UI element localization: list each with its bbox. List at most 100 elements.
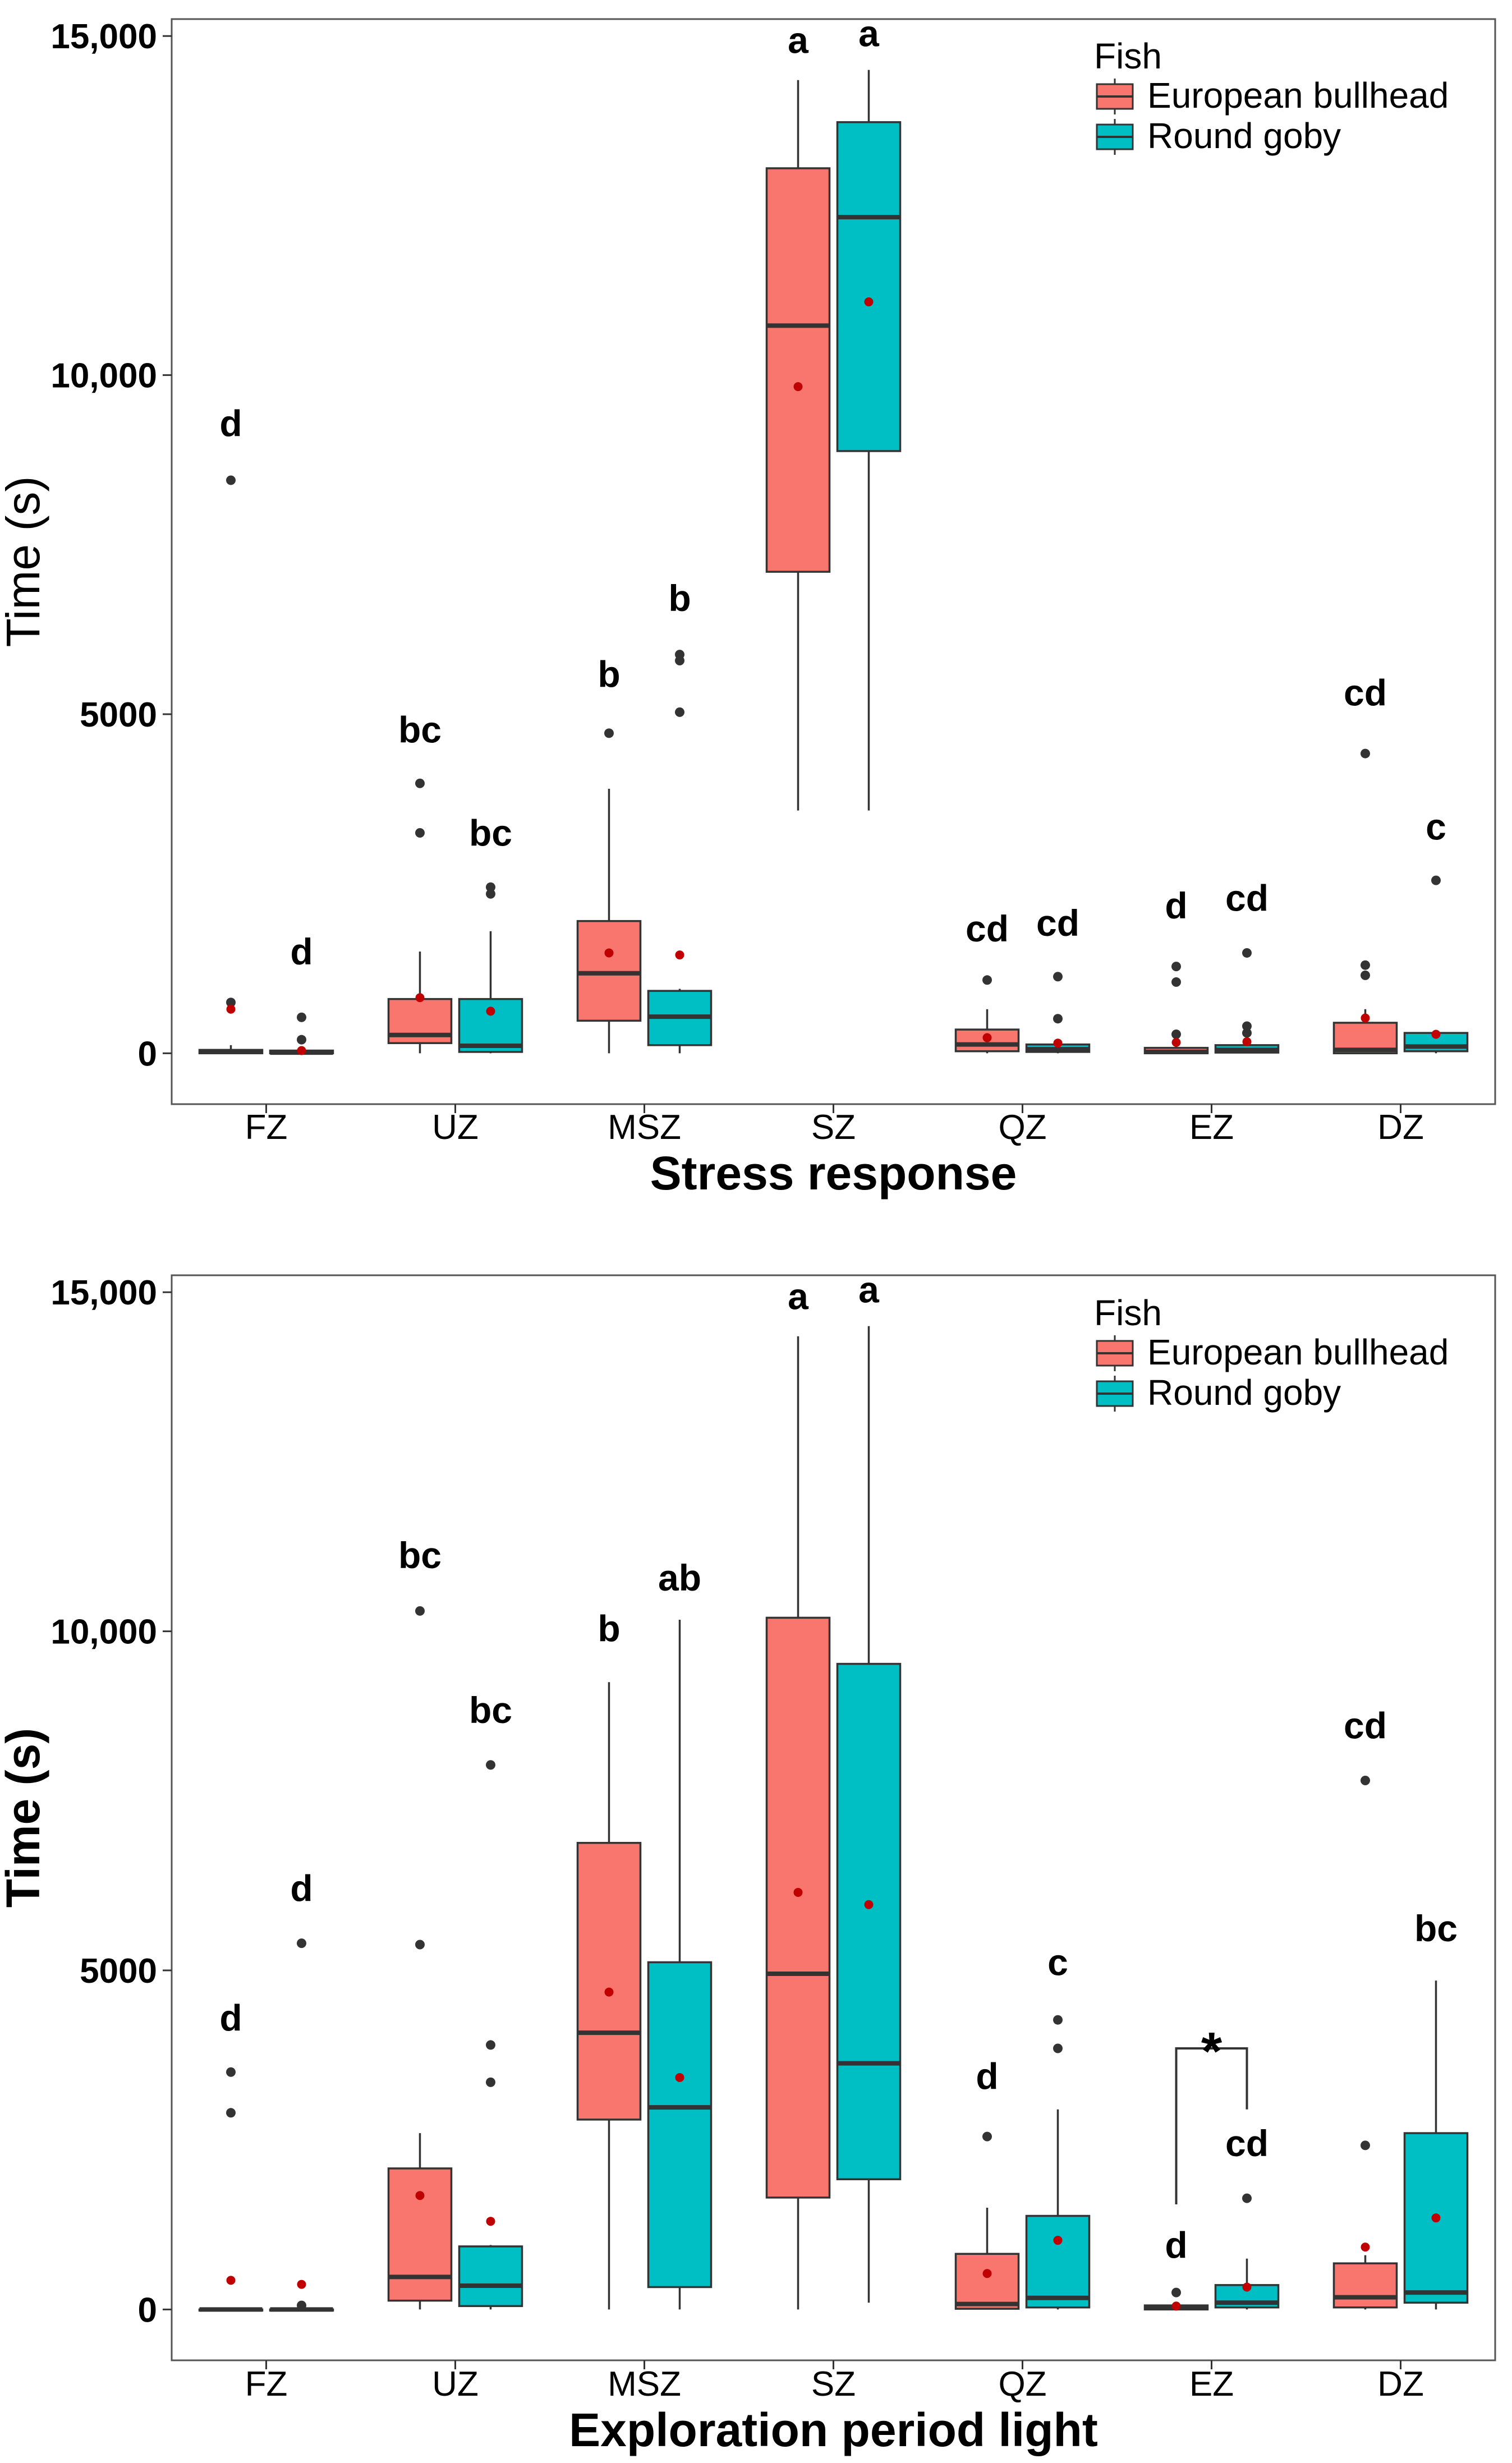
box-bullhead-fz: d: [198, 402, 264, 1055]
panel-exploration-period-light: 0 5000 10,000 15,000 FZ UZ MSZ SZ QZ EZ DZ Explorat…: [0, 1269, 1496, 2456]
outlier-point: [1361, 970, 1370, 980]
x-tick-label: EZ: [1189, 2365, 1234, 2404]
x-axis-title: Exploration period light: [569, 2404, 1098, 2456]
significance-letter: a: [788, 19, 809, 61]
mean-point: [1431, 1030, 1441, 1039]
significance-letter: c: [1047, 1941, 1068, 1983]
mean-point: [1361, 1013, 1370, 1023]
box-goby-qz: c: [1025, 1941, 1091, 2310]
y-tick-label: 15,000: [50, 1274, 157, 1312]
outlier-point: [1171, 1029, 1181, 1039]
box-bullhead-qz: cd: [954, 908, 1020, 1054]
box-goby-msz: ab: [647, 1557, 713, 2310]
significance-letter: bc: [469, 1689, 512, 1731]
x-tick-label: MSZ: [608, 1108, 681, 1147]
mean-point: [1053, 1038, 1063, 1048]
significance-letter: cd: [1344, 672, 1387, 713]
outlier-point: [1053, 2015, 1063, 2025]
outlier-point: [415, 778, 425, 788]
x-tick-label: QZ: [998, 2365, 1046, 2404]
mean-point: [297, 1046, 306, 1055]
box-bullhead-ez: d: [1143, 885, 1209, 1055]
outlier-point: [297, 1938, 306, 1949]
box-goby-msz: b: [647, 577, 713, 1054]
significance-letter: b: [598, 1608, 620, 1649]
outlier-point: [486, 2077, 495, 2087]
box-body: [1025, 2214, 1091, 2309]
legend-title: Fish: [1094, 1293, 1162, 1333]
y-tick-label: 10,000: [50, 1613, 157, 1652]
outlier-point: [1361, 960, 1370, 970]
significance-letter: d: [290, 1868, 312, 1909]
mean-point: [864, 297, 874, 307]
outlier-point: [1242, 2193, 1252, 2203]
mean-point: [604, 948, 614, 958]
x-tick-label: MSZ: [608, 2365, 681, 2404]
y-tick-label: 5000: [80, 1952, 157, 1991]
significance-letter: cd: [1225, 877, 1269, 919]
x-tick-label: SZ: [811, 2365, 856, 2404]
outlier-point: [297, 1035, 306, 1045]
box-bullhead-sz: a: [765, 1275, 831, 2310]
significance-letter: cd: [1225, 2122, 1269, 2164]
outlier-point: [1361, 2140, 1370, 2150]
outlier-point: [415, 1940, 425, 1950]
mean-point: [675, 950, 684, 960]
outlier-point: [1053, 972, 1063, 982]
outlier-point: [982, 2131, 992, 2142]
significance-letter: d: [1165, 885, 1187, 926]
outlier-point: [675, 707, 684, 717]
box-goby-sz: a: [836, 12, 902, 811]
outlier-point: [1053, 2043, 1063, 2053]
significance-letter: d: [1165, 2224, 1187, 2266]
box-goby-fz: d: [269, 1868, 334, 2312]
outlier-point: [1171, 962, 1181, 972]
outlier-point: [1171, 977, 1181, 987]
significance-asterisk: *: [1201, 2021, 1223, 2081]
mean-point: [1242, 2282, 1252, 2292]
outlier-point: [1242, 1021, 1252, 1031]
significance-letter: bc: [398, 1534, 442, 1576]
box-bullhead-msz: b: [576, 654, 642, 1054]
legend-entry: European bullhead: [1147, 1332, 1449, 1372]
significance-letter: cd: [1036, 902, 1079, 944]
mean-point: [793, 1887, 803, 1897]
mean-point: [1171, 2301, 1181, 2311]
x-tick-label: FZ: [245, 2365, 288, 2404]
y-tick-label: 5000: [80, 696, 157, 734]
mean-point: [982, 2269, 992, 2278]
outlier-point: [486, 1760, 495, 1770]
outlier-point: [604, 728, 614, 738]
x-tick-label: UZ: [432, 2365, 479, 2404]
legend-entry: Round goby: [1147, 116, 1341, 156]
significance-letter: b: [598, 654, 620, 695]
significance-letter: d: [976, 2056, 998, 2097]
outlier-point: [415, 1606, 425, 1616]
outlier-point: [297, 1012, 306, 1022]
box-bullhead-dz: cd: [1332, 672, 1398, 1055]
outlier-point: [1242, 1028, 1252, 1038]
outlier-point: [486, 2040, 495, 2050]
plot-frame: [171, 18, 1496, 1105]
x-tick-label: DZ: [1377, 1108, 1424, 1147]
x-tick-label: SZ: [811, 1108, 856, 1147]
outlier-point: [1242, 948, 1252, 958]
significance-letter: ab: [658, 1557, 701, 1598]
mean-point: [486, 1007, 495, 1016]
significance-letter: b: [668, 577, 691, 619]
box-body: [647, 1961, 713, 2289]
box-goby-uz: bc: [458, 1689, 523, 2310]
mean-point: [226, 2276, 236, 2285]
mean-point: [1053, 2236, 1063, 2245]
y-axis-title: Time (s): [0, 476, 49, 647]
box-body: [765, 167, 831, 573]
significance-letter: bc: [398, 709, 442, 751]
mean-point: [486, 2217, 495, 2226]
box-goby-ez: cd: [1214, 2122, 1280, 2310]
outlier-point: [1431, 875, 1441, 885]
box-goby-sz: a: [836, 1269, 902, 2303]
outlier-point: [226, 2108, 236, 2118]
mean-point: [982, 1033, 992, 1042]
